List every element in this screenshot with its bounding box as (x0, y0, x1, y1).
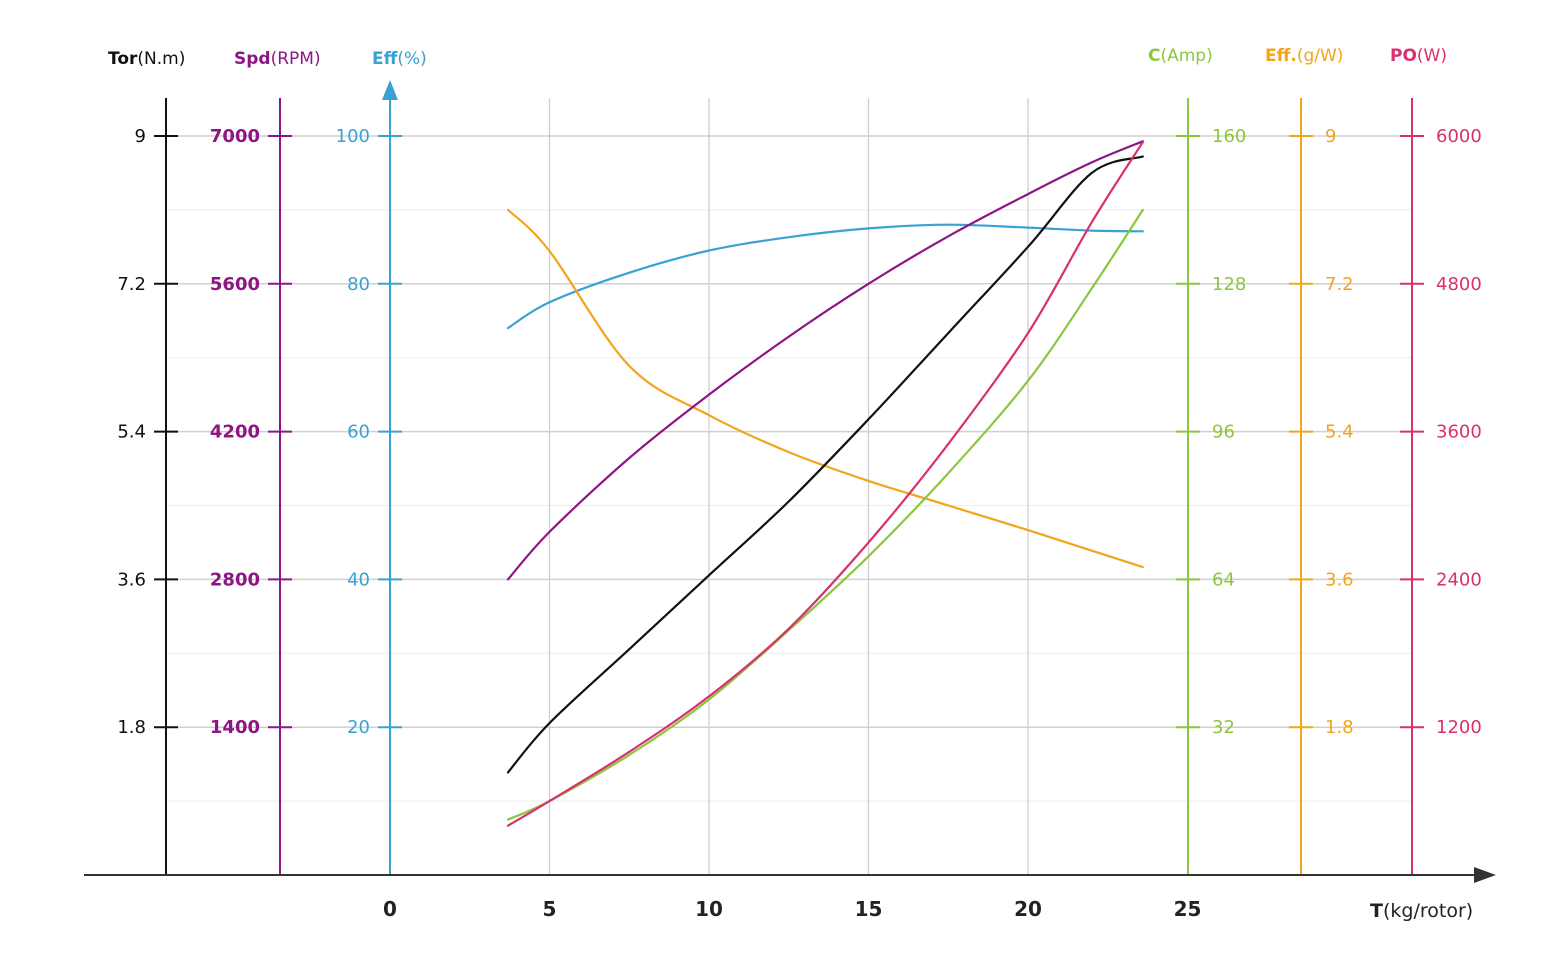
tick-label-tor: 7.2 (117, 274, 146, 295)
axis-title-unit: (g/W) (1297, 46, 1344, 66)
tick-label-eff: 60 (347, 422, 370, 443)
x-axis-title-unit: (kg/rotor) (1383, 900, 1473, 922)
axis-title-eff: Eff(%) (372, 49, 427, 69)
axis-title-po: PO(W) (1390, 46, 1447, 66)
x-axis-arrow (1474, 867, 1496, 883)
tick-label-po: 6000 (1436, 126, 1482, 147)
x-tick-label: 10 (695, 897, 723, 921)
tick-label-eff: 40 (347, 569, 370, 590)
axis-title-unit: (N.m) (137, 49, 185, 69)
tick-label-spd: 1400 (210, 717, 260, 738)
tick-label-po: 3600 (1436, 422, 1482, 443)
tick-label-spd: 2800 (210, 569, 260, 590)
tick-label-gw: 5.4 (1325, 422, 1354, 443)
series-line-amp (506, 208, 1144, 821)
axis-title-gw: Eff.(g/W) (1265, 46, 1343, 66)
tick-label-amp: 160 (1212, 126, 1246, 147)
axis-title-bold: Eff (372, 49, 398, 69)
x-tick-label: 25 (1174, 897, 1202, 921)
axis-po: PO(W) 1200 2400 3600 4800 6000 (1390, 46, 1482, 875)
tick-label-amp: 96 (1212, 422, 1235, 443)
tick-label-amp: 32 (1212, 717, 1235, 738)
axis-eff: Eff(%) 20 40 60 80 100 (336, 49, 427, 875)
x-tick-label: 5 (543, 897, 557, 921)
series-line-spd (506, 140, 1144, 581)
tick-label-spd: 4200 (210, 422, 260, 443)
axis-title-bold: Spd (234, 49, 271, 69)
tick-label-spd: 7000 (210, 126, 260, 147)
tick-label-gw: 1.8 (1325, 717, 1354, 738)
x-axis: 0 5 10 15 20 25 T(kg/rotor) (84, 867, 1496, 922)
tick-label-eff: 80 (347, 274, 370, 295)
axis-title-amp: C(Amp) (1148, 46, 1213, 66)
axis-arrow-eff (382, 80, 398, 100)
axis-amp: C(Amp) 32 64 96 128 160 (1148, 46, 1246, 875)
tick-label-amp: 128 (1212, 274, 1246, 295)
axis-gw: Eff.(g/W) 1.8 3.6 5.4 7.2 9 (1265, 46, 1354, 875)
x-tick-label: 15 (855, 897, 883, 921)
tick-label-eff: 20 (347, 717, 370, 738)
tick-label-gw: 3.6 (1325, 569, 1354, 590)
axis-title-spd: Spd(RPM) (234, 49, 321, 69)
axis-spd: Spd(RPM) 1400 2800 4200 5600 7000 (210, 49, 321, 875)
axis-title-unit: (W) (1417, 46, 1447, 66)
axis-title-unit: (%) (397, 49, 426, 69)
axis-title-bold: Tor (108, 49, 138, 69)
tick-label-amp: 64 (1212, 569, 1235, 590)
axis-title-bold: Eff. (1265, 46, 1297, 66)
axis-title-bold: PO (1390, 46, 1417, 66)
series-line-po (506, 141, 1144, 827)
grid (166, 98, 1412, 875)
axis-title-tor: Tor(N.m) (108, 49, 185, 69)
x-tick-label: 20 (1014, 897, 1042, 921)
axes: Tor(N.m) 1.8 3.6 5.4 7.2 9 Spd(RPM) 1400 2800 420… (108, 46, 1482, 875)
tick-label-spd: 5600 (210, 274, 260, 295)
series-line-tor (506, 155, 1144, 774)
series-lines (506, 140, 1144, 827)
tick-label-eff: 100 (336, 126, 370, 147)
series-line-gw (506, 208, 1144, 569)
axis-title-unit: (RPM) (271, 49, 321, 69)
x-tick-label: 0 (383, 897, 397, 921)
tick-label-tor: 1.8 (117, 717, 146, 738)
axis-tor: Tor(N.m) 1.8 3.6 5.4 7.2 9 (108, 49, 185, 875)
tick-label-tor: 3.6 (117, 569, 146, 590)
tick-label-po: 1200 (1436, 717, 1482, 738)
tick-label-tor: 5.4 (117, 422, 146, 443)
series-line-eff (506, 223, 1144, 330)
tick-label-gw: 9 (1325, 126, 1336, 147)
tick-label-gw: 7.2 (1325, 274, 1354, 295)
x-axis-title: T(kg/rotor) (1370, 900, 1473, 922)
tick-label-tor: 9 (135, 126, 146, 147)
axis-title-bold: C (1148, 46, 1160, 66)
axis-title-unit: (Amp) (1160, 46, 1212, 66)
x-axis-title-bold: T (1370, 900, 1383, 922)
tick-label-po: 2400 (1436, 569, 1482, 590)
tick-label-po: 4800 (1436, 274, 1482, 295)
